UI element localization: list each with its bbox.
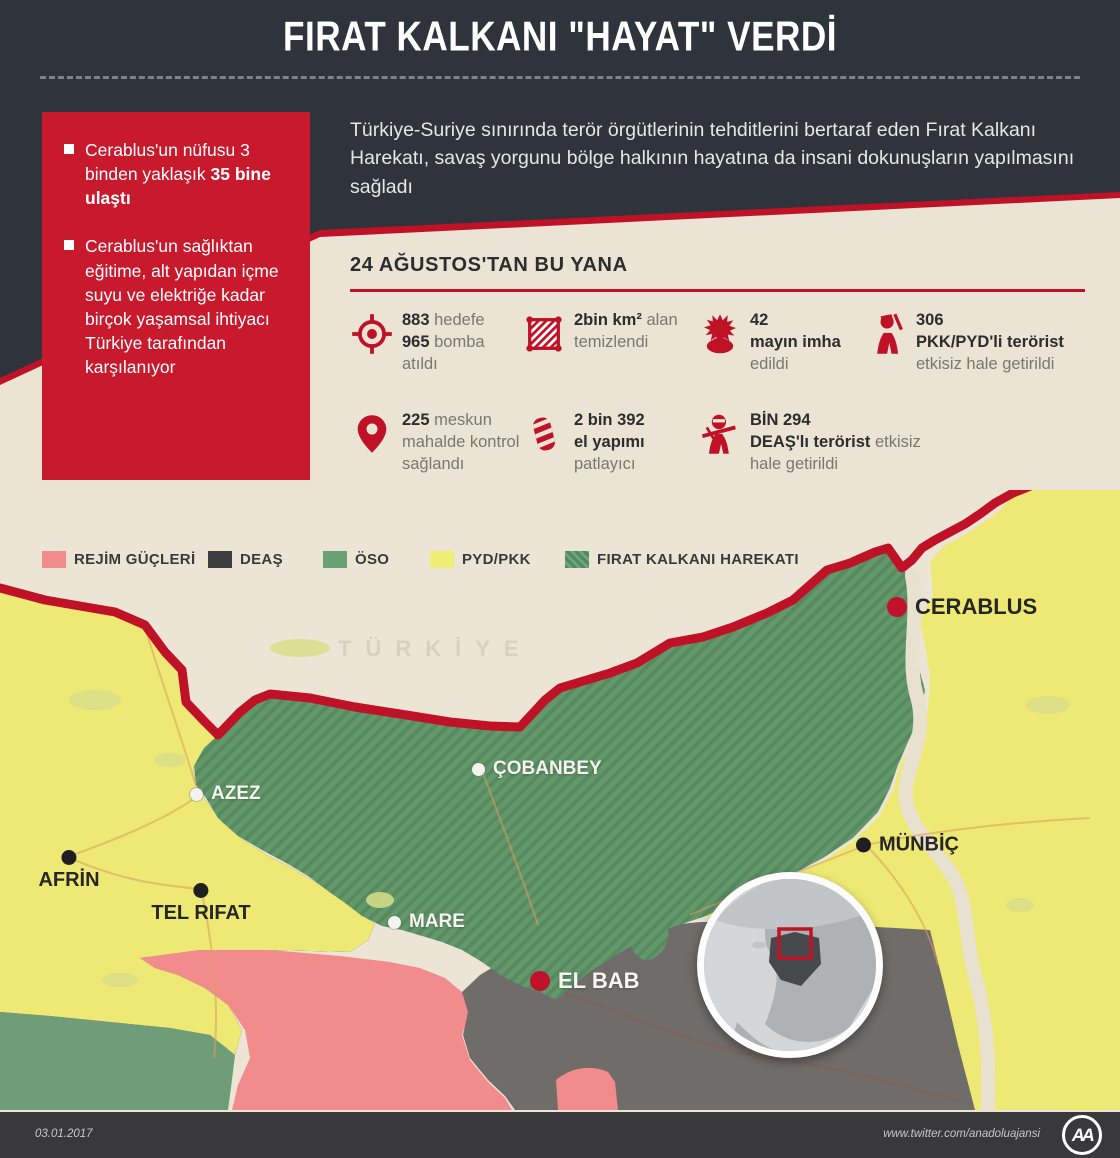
legend-swatch — [565, 551, 589, 568]
deas-terrorist-icon — [698, 412, 742, 456]
stat-text: 225 meskun mahalde kontrol sağlandı — [402, 411, 520, 473]
stats-underline — [350, 289, 1085, 292]
city-marker-el-bab: EL BAB — [530, 968, 640, 994]
legend-label: DEAŞ — [240, 551, 283, 568]
inset-turkey — [715, 879, 865, 930]
legend-swatch — [42, 551, 66, 568]
bullet-text: Cerablus'un nüfusu 3 binden yaklaşık 35 … — [85, 140, 271, 209]
legend-label: REJİM GÜÇLERİ — [74, 551, 196, 568]
highlight-box: Cerablus'un nüfusu 3 binden yaklaşık 35 … — [42, 112, 310, 480]
city-marker-azez: AZEZ — [190, 783, 261, 805]
legend-swatch — [430, 551, 454, 568]
city-dot-icon — [530, 971, 550, 991]
map-vegetation — [69, 639, 1070, 987]
footer-bar: 03.01.2017 www.twitter.com/anadoluajansi… — [0, 1112, 1120, 1158]
city-label: ÇOBANBEY — [493, 758, 602, 779]
city-dot-icon — [472, 762, 485, 776]
map-region-firat-finger — [550, 924, 598, 981]
footer-twitter-link[interactable]: www.twitter.com/anadoluajansi — [883, 1128, 1040, 1140]
stat-text: 42 mayın imha edildi — [750, 311, 841, 373]
stat-item: BİN 294 DEAŞ'lı terörist etkisiz hale geti… — [698, 410, 921, 475]
city-marker-çobanbey: ÇOBANBEY — [472, 758, 602, 780]
city-dot-icon — [193, 883, 209, 898]
city-dot-icon — [190, 787, 203, 801]
city-dot-icon — [388, 915, 401, 929]
square-bullet-icon — [64, 144, 74, 154]
stat-item: 42 mayın imha edildi — [698, 310, 841, 375]
legend-item: FIRAT KALKANI HAREKATI — [565, 551, 799, 568]
map-region-firat-finger2 — [630, 921, 669, 961]
city-marker-cerablus: CERABLUS — [887, 594, 1037, 620]
city-dot-icon — [887, 597, 907, 617]
city-marker-münbi̇ç: MÜNBİÇ — [856, 834, 959, 857]
legend-swatch — [208, 551, 232, 568]
country-label-turkiye: TÜRKİYE — [338, 636, 533, 661]
syria-map: TÜRKİYE CERABLUS ÇOBANBEY AZEZ AFRİN TEL RIF… — [0, 490, 1120, 1112]
page-title: FIRAT KALKANI "HAYAT" VERDİ — [283, 13, 837, 60]
legend-label: PYD/PKK — [462, 551, 531, 568]
city-label: CERABLUS — [915, 594, 1038, 619]
stat-text: 883 hedefe 965 bomba atıldı — [402, 311, 485, 373]
inset-focus-rect — [777, 927, 813, 960]
map-river-euphrates — [898, 568, 996, 1112]
intro-text: Türkiye-Suriye sınırında terör örgütleri… — [350, 119, 1075, 198]
stat-text: 2 bin 392 el yapımı patlayıcı — [574, 411, 645, 473]
stats-grid: 883 hedefe 965 bomba atıldı 2bin km² alan te… — [350, 310, 1110, 490]
ied-icon — [522, 412, 566, 456]
legend-swatch — [323, 551, 347, 568]
stat-item: 2bin km² alan temizlendi — [522, 310, 678, 356]
city-marker-afri̇n: AFRİN — [38, 850, 100, 892]
map-region-oso — [0, 1012, 235, 1110]
legend-item: DEAŞ — [208, 551, 283, 568]
city-label: AZEZ — [211, 783, 261, 804]
minefield-icon — [522, 312, 566, 356]
footer-date: 03.01.2017 — [35, 1128, 93, 1140]
aa-logo-text: AA — [1070, 1124, 1094, 1145]
city-dot-icon — [856, 837, 871, 853]
map-region-rejim — [140, 950, 512, 1110]
stat-item: 2 bin 392 el yapımı patlayıcı — [522, 410, 645, 475]
city-marker-mare: MARE — [388, 911, 465, 933]
highlight-bullet: Cerablus'un nüfusu 3 binden yaklaşık 35 … — [64, 138, 290, 210]
legend-item: PYD/PKK — [430, 551, 531, 568]
city-label: AFRİN — [38, 869, 100, 891]
pkk-terrorist-icon — [864, 312, 908, 356]
map-border-turkey-syria — [0, 490, 1033, 740]
legend-item: ÖSO — [323, 551, 389, 568]
inset-locator-map — [697, 872, 883, 1058]
stat-text: BİN 294 DEAŞ'lı terörist etkisiz hale geti… — [750, 411, 921, 473]
city-label: TEL RIFAT — [151, 902, 251, 924]
target-icon — [350, 312, 394, 356]
legend-label: ÖSO — [355, 551, 390, 568]
stat-item: 883 hedefe 965 bomba atıldı — [350, 310, 485, 375]
inset-cyprus — [752, 941, 766, 949]
city-dot-icon — [61, 850, 77, 865]
city-label: EL BAB — [558, 968, 640, 993]
stat-text: 2bin km² alan temizlendi — [574, 311, 678, 351]
city-marker-tel-rifat: TEL RIFAT — [151, 883, 251, 925]
stat-item: 225 meskun mahalde kontrol sağlandı — [350, 410, 519, 475]
title-divider — [40, 76, 1080, 79]
bullet-text: Cerablus'un sağlıktan eğitime, alt yapıd… — [85, 236, 279, 378]
map-canvas — [0, 490, 1120, 1112]
pin-icon — [350, 412, 394, 456]
mine-explosion-icon — [698, 312, 742, 356]
highlight-bullets: Cerablus'un nüfusu 3 binden yaklaşık 35 … — [64, 138, 290, 379]
map-region-rejim-small — [556, 1067, 618, 1110]
legend-item: REJİM GÜÇLERİ — [42, 551, 195, 568]
stat-item: 306 PKK/PYD'li terörist etkisiz hale getir… — [864, 310, 1064, 375]
stats-heading: 24 AĞUSTOS'TAN BU YANA — [350, 254, 628, 276]
city-label: MÜNBİÇ — [879, 833, 959, 856]
highlight-bullet: Cerablus'un sağlıktan eğitime, alt yapıd… — [64, 234, 290, 379]
stat-text: 306 PKK/PYD'li terörist etkisiz hale getir… — [916, 311, 1064, 373]
square-bullet-icon — [64, 240, 74, 251]
legend-label: FIRAT KALKANI HAREKATI — [597, 551, 799, 568]
city-label: MARE — [409, 911, 465, 932]
aa-logo-icon: AA — [1062, 1115, 1102, 1155]
